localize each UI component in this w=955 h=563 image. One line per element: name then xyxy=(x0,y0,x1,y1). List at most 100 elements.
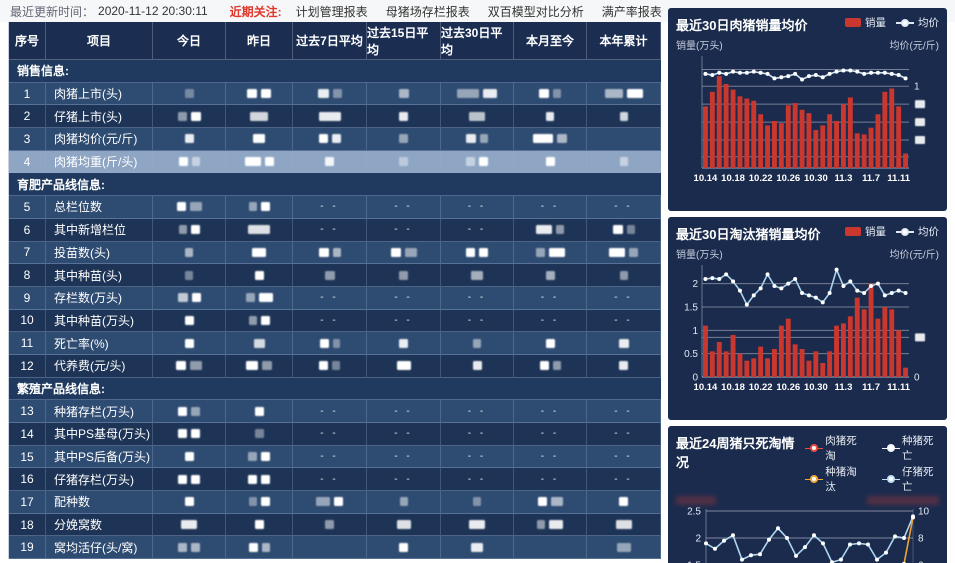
data-cell xyxy=(153,82,226,106)
row-item-label: 其中新增栏位 xyxy=(46,218,153,242)
redacted-value xyxy=(404,247,417,257)
table-row[interactable]: 6 其中新增栏位 - - - - - - xyxy=(9,218,661,242)
redacted-value xyxy=(184,497,194,507)
data-cell xyxy=(514,332,587,355)
table-row[interactable]: 2 仔猪上市(头) xyxy=(9,105,661,129)
redacted-value xyxy=(317,89,329,99)
redacted-value xyxy=(619,361,628,371)
data-cell xyxy=(587,241,661,265)
chart1-legend-sales[interactable]: 销量 xyxy=(845,15,886,30)
table-row[interactable]: 3 肉猪均价(元/斤) xyxy=(9,128,661,151)
table-row[interactable]: 17 配种数 xyxy=(9,491,661,514)
data-cell xyxy=(153,218,226,242)
data-cell xyxy=(226,332,293,355)
table-row[interactable]: 13 种猪存栏(万头) - - - - - - - - - - xyxy=(9,400,661,423)
chart2-legend-price[interactable]: 均价 xyxy=(896,224,939,239)
table-row[interactable]: 9 存栏数(万头) - - - - - - - - - - xyxy=(9,286,661,310)
data-cell xyxy=(226,264,293,287)
legend-label: 种猪死亡 xyxy=(902,435,934,462)
data-cell: - - xyxy=(514,196,587,219)
table-row[interactable]: 1 肉猪上市(头) xyxy=(9,82,661,106)
chart2-legend-sales[interactable]: 销量 xyxy=(845,224,886,239)
data-cell xyxy=(441,241,514,265)
data-cell xyxy=(441,536,514,560)
redacted-value xyxy=(472,361,482,371)
redacted-value xyxy=(546,111,554,121)
redacted-value xyxy=(318,247,329,257)
table-row[interactable]: 15 其中PS后备(万头) - - - - - - - - - - xyxy=(9,445,661,469)
row-number: 19 xyxy=(9,536,46,560)
table-row[interactable]: 4 肉猪均重(斤/头) xyxy=(9,150,661,174)
table-row[interactable]: 19 窝均活仔(头/窝) xyxy=(9,536,661,560)
svg-text:10.22: 10.22 xyxy=(749,173,773,184)
data-cell: - - xyxy=(514,309,587,333)
data-cell xyxy=(153,196,226,219)
empty-value: - - xyxy=(540,292,560,304)
data-cell: - - xyxy=(441,423,514,446)
empty-value: - - xyxy=(320,224,339,236)
redacted-value xyxy=(184,89,194,99)
svg-text:11.11: 11.11 xyxy=(887,173,910,184)
row-number: 8 xyxy=(9,264,46,287)
row-item-label: 其中PS基母(万头) xyxy=(46,423,153,446)
row-item-label: 总栏位数 xyxy=(46,196,153,219)
report-link-3[interactable]: 双百模型对比分析 xyxy=(487,4,584,19)
data-cell xyxy=(293,150,367,174)
table-row[interactable]: 11 死亡率(%) xyxy=(9,332,661,355)
data-cell xyxy=(587,536,661,560)
table-row[interactable]: 7 投苗数(头) xyxy=(9,241,661,265)
table-row[interactable]: 14 其中PS基母(万头) - - - - - - - - - - xyxy=(9,423,661,446)
chart3-legend-3[interactable]: 种猪淘汰 xyxy=(805,464,862,494)
redacted-value xyxy=(324,270,335,280)
row-number: 18 xyxy=(9,513,46,537)
report-link-4[interactable]: 满产率报表 xyxy=(601,4,662,19)
empty-value: - - xyxy=(614,292,633,304)
table-row[interactable]: 16 仔猪存栏(万头) - - - - - - - - - - xyxy=(9,468,661,492)
data-cell: - - xyxy=(293,400,367,423)
chart1-title: 最近30日肉猪销量均价 xyxy=(676,18,808,33)
data-cell: - - xyxy=(587,309,661,333)
redacted-value xyxy=(176,361,186,371)
redacted-value xyxy=(248,315,257,325)
redacted-value xyxy=(260,497,270,507)
column-header: 过去15日平均 xyxy=(367,22,441,60)
pig-sales-price-chart: 1 10.14 10.18 10.22 10.26 10.30 11.3 11.7 11.11 xyxy=(694,56,925,184)
redacted-value xyxy=(545,338,555,348)
redacted-value xyxy=(245,293,255,303)
redacted-value xyxy=(190,225,200,235)
report-link-1[interactable]: 计划管理报表 xyxy=(295,4,368,19)
chart1-legend-price[interactable]: 均价 xyxy=(896,15,939,30)
data-cell: - - xyxy=(367,286,441,310)
data-cell xyxy=(514,536,587,560)
report-link-2[interactable]: 母猪场存栏报表 xyxy=(385,4,470,19)
redacted-value xyxy=(471,270,483,280)
table-row[interactable]: 18 分娩窝数 xyxy=(9,513,661,537)
table-row[interactable]: 5 总栏位数 - - - - - - - - - - xyxy=(9,196,661,219)
chart3-legend-4[interactable]: 仔猪死亡 xyxy=(882,464,939,494)
redacted-value xyxy=(253,338,265,348)
table-row[interactable]: 8 其中种苗(头) xyxy=(9,264,661,287)
data-cell: - - xyxy=(514,286,587,310)
data-cell xyxy=(226,354,293,378)
empty-value: - - xyxy=(614,314,633,326)
empty-value: - - xyxy=(394,451,413,463)
redacted-value xyxy=(536,225,552,235)
redacted-value xyxy=(258,293,273,303)
data-cell xyxy=(441,128,514,151)
data-cell: - - xyxy=(587,196,661,219)
chart3-legend-1[interactable]: 肉猪死淘 xyxy=(805,433,862,463)
row-number: 7 xyxy=(9,241,46,265)
data-cell xyxy=(153,309,226,333)
empty-value: - - xyxy=(467,451,487,463)
redacted-value xyxy=(185,247,193,257)
redacted-value xyxy=(334,497,343,507)
redacted-value xyxy=(390,247,401,257)
table-row[interactable]: 12 代养费(元/头) xyxy=(9,354,661,378)
data-cell: - - xyxy=(367,218,441,242)
chart2-left-axis-title: 销量(万头) xyxy=(676,250,723,261)
column-header: 本年累计 xyxy=(587,22,661,60)
line-dot-swatch-icon xyxy=(805,444,824,453)
table-row[interactable]: 10 其中种苗(万头) - - - - - - - - - - xyxy=(9,309,661,333)
chart3-legend-2[interactable]: 种猪死亡 xyxy=(882,433,939,463)
redacted-value xyxy=(178,406,187,416)
